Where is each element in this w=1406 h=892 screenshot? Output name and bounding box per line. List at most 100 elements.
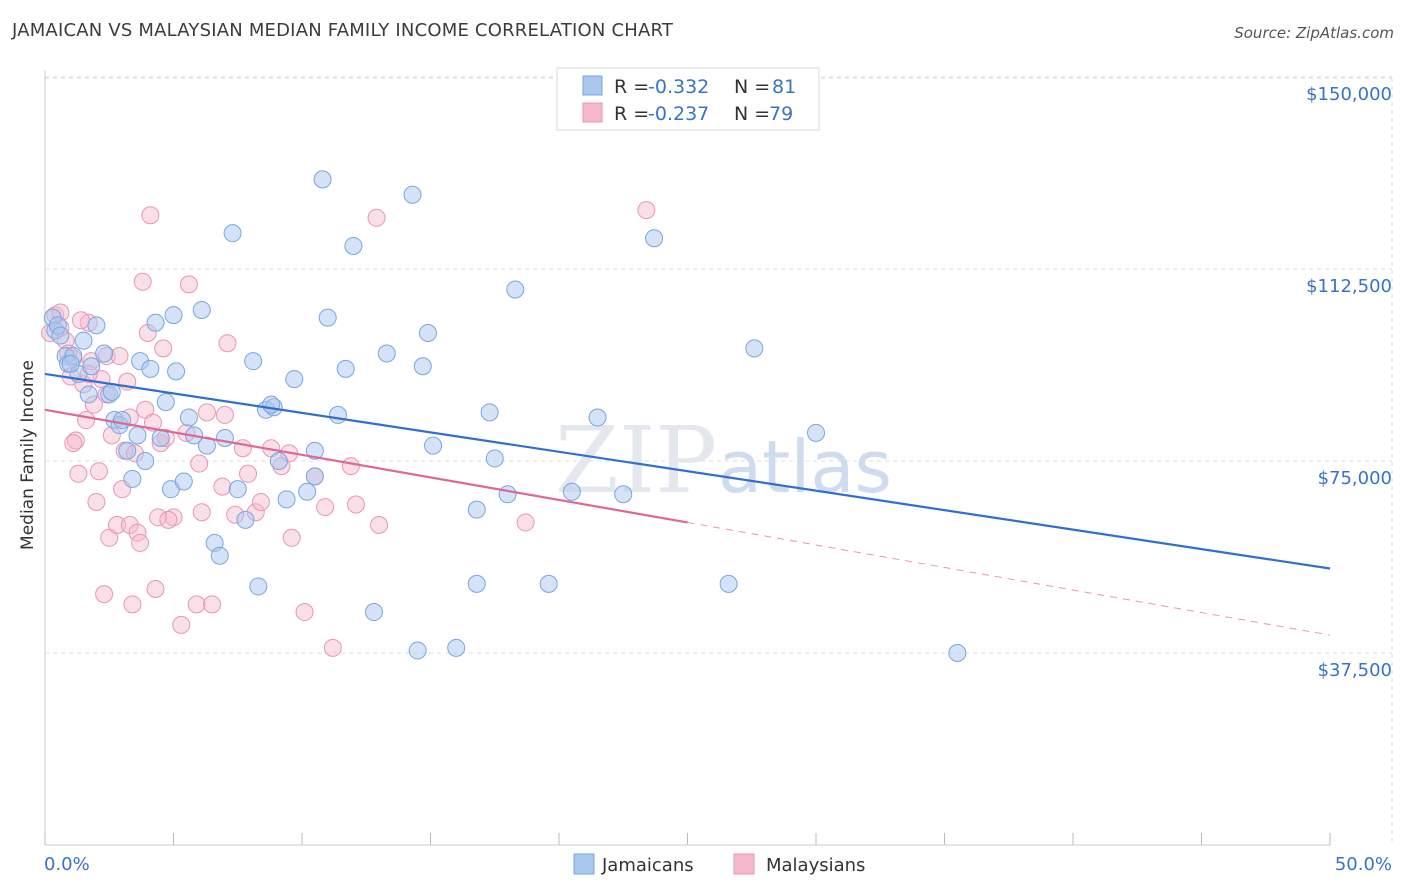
data-point-jamaicans — [244, 352, 263, 371]
legend-r-label-1: R = — [614, 76, 649, 98]
legend-swatch-pink — [582, 102, 603, 123]
data-point-jamaicans — [305, 441, 324, 460]
data-point-malaysians — [316, 498, 335, 517]
data-point-malaysians — [251, 492, 270, 511]
data-point-malaysians — [218, 334, 237, 353]
legend-n-value-1: 81 — [772, 76, 796, 98]
data-point-jamaicans — [328, 405, 347, 424]
x-tick-labels: 0.0% 50.0% — [44, 854, 1392, 875]
source-label: Source: ZipAtlas.com — [1234, 24, 1394, 42]
data-point-malaysians — [133, 272, 152, 291]
data-point-jamaicans — [79, 385, 98, 404]
data-point-jamaicans — [262, 395, 281, 414]
data-point-malaysians — [341, 457, 360, 476]
data-point-jamaicans — [403, 185, 422, 204]
data-point-malaysians — [141, 206, 160, 225]
data-point-malaysians — [64, 434, 83, 453]
legend-n-label-2: N = — [734, 103, 770, 125]
y-axis-title: Median Family Income — [18, 360, 38, 550]
data-point-jamaicans — [336, 359, 355, 378]
data-point-jamaicans — [418, 324, 437, 342]
data-point-malaysians — [164, 508, 183, 527]
data-point-jamaicans — [588, 408, 607, 427]
data-point-jamaicans — [223, 224, 242, 243]
data-point-jamaicans — [215, 428, 234, 447]
bottom-legend-swatch-jamaicans — [573, 853, 595, 875]
bottom-legend: Jamaicans Malaysians — [573, 853, 865, 876]
data-point-jamaicans — [146, 313, 165, 332]
data-point-malaysians — [71, 311, 90, 330]
legend-swatch-blue — [582, 75, 603, 96]
data-point-malaysians — [637, 201, 656, 220]
legend-r-value-2: -0.237 — [648, 103, 709, 125]
watermark: ZIP atlas — [555, 407, 892, 514]
data-point-jamaicans — [61, 354, 80, 373]
data-point-malaysians — [95, 585, 114, 604]
data-point-jamaicans — [113, 411, 132, 430]
y-tick-label: $75,000 — [1318, 468, 1392, 489]
data-point-jamaicans — [95, 344, 114, 363]
data-point-malaysians — [295, 603, 314, 622]
series-jamaicans — [43, 170, 967, 662]
y-tick-labels: $37,500 $75,000 $112,500 $150,000 — [1306, 84, 1392, 681]
data-point-jamaicans — [74, 331, 93, 350]
legend-r-label-2: R = — [614, 103, 649, 125]
data-point-jamaicans — [136, 452, 155, 470]
data-point-malaysians — [66, 431, 85, 450]
data-point-jamaicans — [480, 403, 499, 422]
bottom-legend-jamaicans: Jamaicans — [601, 855, 694, 876]
data-point-jamaicans — [719, 574, 738, 593]
x-tick-label: 50.0% — [1335, 854, 1392, 875]
data-point-malaysians — [131, 533, 150, 552]
data-point-malaysians — [323, 638, 342, 657]
data-point-malaysians — [146, 580, 165, 598]
data-point-jamaicans — [277, 490, 296, 509]
data-point-jamaicans — [408, 641, 427, 660]
data-point-malaysians — [516, 513, 535, 532]
chart-title: JAMAICAN VS MALAYSIAN MEDIAN FAMILY INCO… — [12, 20, 674, 41]
data-point-malaysians — [77, 411, 96, 430]
bottom-legend-malaysians: Malaysians — [766, 855, 865, 876]
trend-lines — [44, 372, 1331, 636]
data-point-malaysians — [239, 464, 258, 483]
data-point-malaysians — [159, 510, 178, 529]
legend-n-value-2: 79 — [769, 103, 793, 125]
legend-r-value-1: -0.332 — [648, 76, 709, 98]
data-point-jamaicans — [364, 603, 383, 622]
data-point-malaysians — [346, 495, 365, 514]
data-point-malaysians — [367, 208, 386, 227]
data-point-malaysians — [213, 477, 232, 496]
data-point-malaysians — [120, 516, 139, 534]
data-point-jamaicans — [87, 316, 106, 335]
data-point-jamaicans — [377, 344, 396, 363]
data-point-malaysians — [370, 516, 389, 534]
data-point-jamaicans — [948, 644, 967, 662]
data-point-jamaicans — [562, 482, 581, 501]
x-tick-label: 0.0% — [44, 854, 90, 875]
data-point-malaysians — [143, 413, 162, 432]
data-point-jamaicans — [645, 229, 664, 248]
data-point-malaysians — [172, 615, 191, 634]
data-point-malaysians — [107, 516, 126, 534]
data-point-malaysians — [197, 403, 216, 422]
data-point-jamaicans — [424, 436, 443, 455]
data-point-jamaicans — [539, 574, 558, 593]
data-point-jamaicans — [141, 359, 160, 378]
data-point-malaysians — [203, 595, 222, 614]
data-point-malaysians — [128, 523, 147, 542]
data-point-jamaicans — [485, 449, 504, 468]
axes — [44, 70, 1331, 846]
data-point-malaysians — [123, 595, 142, 614]
watermark-zip: ZIP — [555, 407, 717, 514]
data-point-malaysians — [190, 454, 209, 473]
data-point-jamaicans — [174, 472, 193, 491]
data-point-jamaicans — [745, 339, 764, 358]
data-point-jamaicans — [506, 280, 525, 299]
data-point-jamaicans — [413, 357, 432, 376]
data-point-jamaicans — [192, 300, 211, 319]
data-point-jamaicans — [128, 426, 147, 445]
data-point-jamaicans — [614, 485, 633, 504]
data-point-jamaicans — [447, 638, 466, 657]
watermark-atlas: atlas — [718, 425, 892, 509]
